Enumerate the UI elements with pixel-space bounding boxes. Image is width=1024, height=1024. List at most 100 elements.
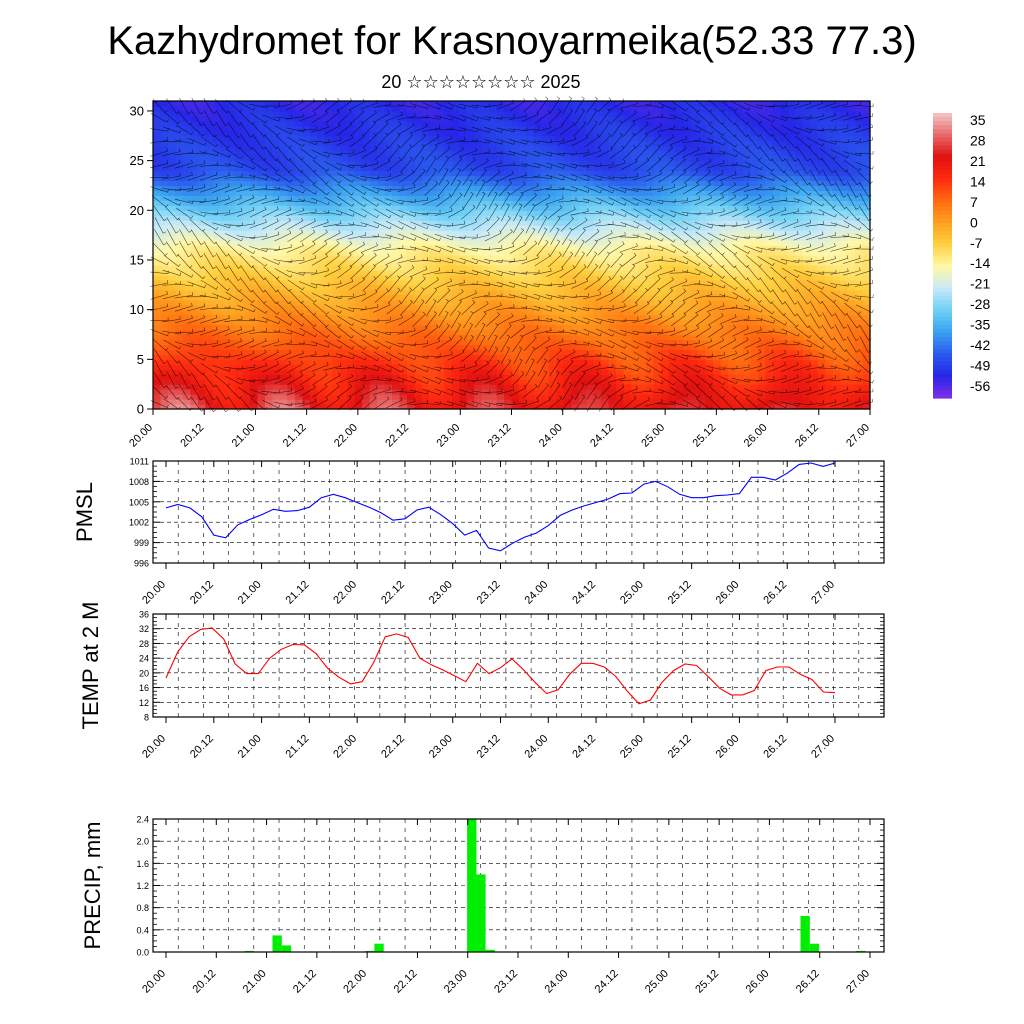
heatmap-cell [220, 230, 229, 236]
heatmap-cell [571, 394, 580, 400]
heatmap-cell [167, 349, 177, 355]
heatmap-cell [840, 250, 849, 256]
heatmap-cell [205, 334, 214, 341]
heatmap-cell [743, 190, 752, 196]
heatmap-cell [728, 235, 737, 241]
heatmap-cell [153, 255, 162, 261]
heatmap-cell [279, 190, 289, 196]
heatmap-cell [317, 255, 326, 261]
heatmap-cell [653, 374, 662, 380]
heatmap-cell [563, 259, 572, 266]
heatmap-cell [414, 324, 423, 331]
heatmap-cell [436, 319, 445, 326]
heatmap-cell [466, 180, 475, 187]
heatmap-cell [840, 185, 849, 192]
heatmap-cell [317, 165, 326, 172]
heatmap-cell [750, 329, 759, 336]
heatmap-cell [825, 175, 834, 182]
heatmap-cell [757, 170, 767, 177]
heatmap-cell [750, 334, 759, 341]
heatmap-cell [556, 384, 565, 390]
heatmap-cell [578, 349, 587, 355]
heatmap-cell [548, 334, 557, 341]
heatmap-cell [220, 339, 229, 346]
heatmap-cell [466, 319, 475, 326]
heatmap-cell [675, 185, 684, 192]
heatmap-cell [802, 404, 811, 410]
heatmap-cell [802, 259, 811, 266]
heatmap-cell [757, 195, 767, 201]
heatmap-cell [190, 230, 199, 236]
heatmap-cell [526, 170, 535, 177]
heatmap-cell [705, 264, 714, 271]
heatmap-cell [190, 329, 199, 336]
heatmap-cell [548, 339, 557, 346]
heatmap-cell [563, 359, 572, 365]
heatmap-cell [772, 259, 781, 266]
heatmap-cell [533, 334, 542, 341]
heatmap-cell [705, 289, 714, 296]
heatmap-cell [847, 384, 856, 390]
heatmap-cell [257, 180, 266, 187]
heatmap-cell [802, 155, 811, 162]
heatmap-cell [735, 324, 744, 331]
heatmap-cell [235, 334, 244, 341]
heatmap-cell [840, 259, 849, 266]
heatmap-cell [392, 399, 401, 405]
heatmap-cell [720, 170, 729, 177]
heatmap-cell [757, 175, 767, 182]
heatmap-cell [459, 299, 468, 306]
heatmap-cell [653, 200, 662, 206]
heatmap-cell [750, 195, 759, 201]
heatmap-cell [459, 215, 468, 221]
heatmap-cell [675, 200, 684, 206]
heatmap-cell [750, 389, 759, 395]
heatmap-cell [511, 314, 520, 321]
heatmap-cell [489, 259, 498, 266]
heatmap-cell [369, 245, 378, 251]
heatmap-cell [601, 404, 610, 410]
heatmap-cell [705, 220, 714, 226]
heatmap-cell [197, 329, 206, 336]
heatmap-cell [250, 259, 259, 266]
heatmap-cell [518, 240, 528, 246]
heatmap-cell [690, 180, 699, 187]
heatmap-cell [787, 399, 796, 405]
heatmap-cell [489, 250, 498, 256]
heatmap-cell [862, 225, 871, 231]
heatmap-cell [160, 155, 169, 162]
heatmap-cell [840, 225, 849, 231]
heatmap-cell [347, 309, 356, 316]
heatmap-cell [421, 195, 430, 201]
heatmap-cell [855, 299, 864, 306]
heatmap-cell [541, 220, 550, 226]
heatmap-cell [474, 339, 483, 346]
heatmap-cell [832, 304, 841, 311]
heatmap-cell [765, 210, 774, 216]
heatmap-cell [377, 255, 386, 261]
heatmap-cell [862, 255, 871, 261]
heatmap-cell [631, 304, 640, 311]
heatmap-cell [242, 259, 251, 266]
heatmap-cell [167, 165, 177, 172]
heatmap-cell [205, 369, 214, 375]
heatmap-cell [451, 180, 460, 187]
heatmap-cell [563, 339, 572, 346]
heatmap-cell [713, 155, 722, 162]
heatmap-cell [257, 334, 266, 341]
heatmap-cell [668, 334, 677, 341]
heatmap-cell [608, 354, 617, 360]
heatmap-cell [698, 274, 707, 281]
heatmap-cell [526, 359, 535, 365]
heatmap-cell [369, 289, 378, 296]
heatmap-cell [481, 304, 490, 311]
heatmap-cell [593, 344, 602, 350]
heatmap-cell [354, 240, 363, 246]
heatmap-cell [690, 339, 699, 346]
heatmap-cell [571, 175, 580, 182]
heatmap-cell [399, 299, 408, 306]
heatmap-cell [317, 349, 326, 355]
heatmap-cell [399, 339, 408, 346]
heatmap-cell [392, 220, 401, 226]
heatmap-cell [660, 394, 669, 400]
